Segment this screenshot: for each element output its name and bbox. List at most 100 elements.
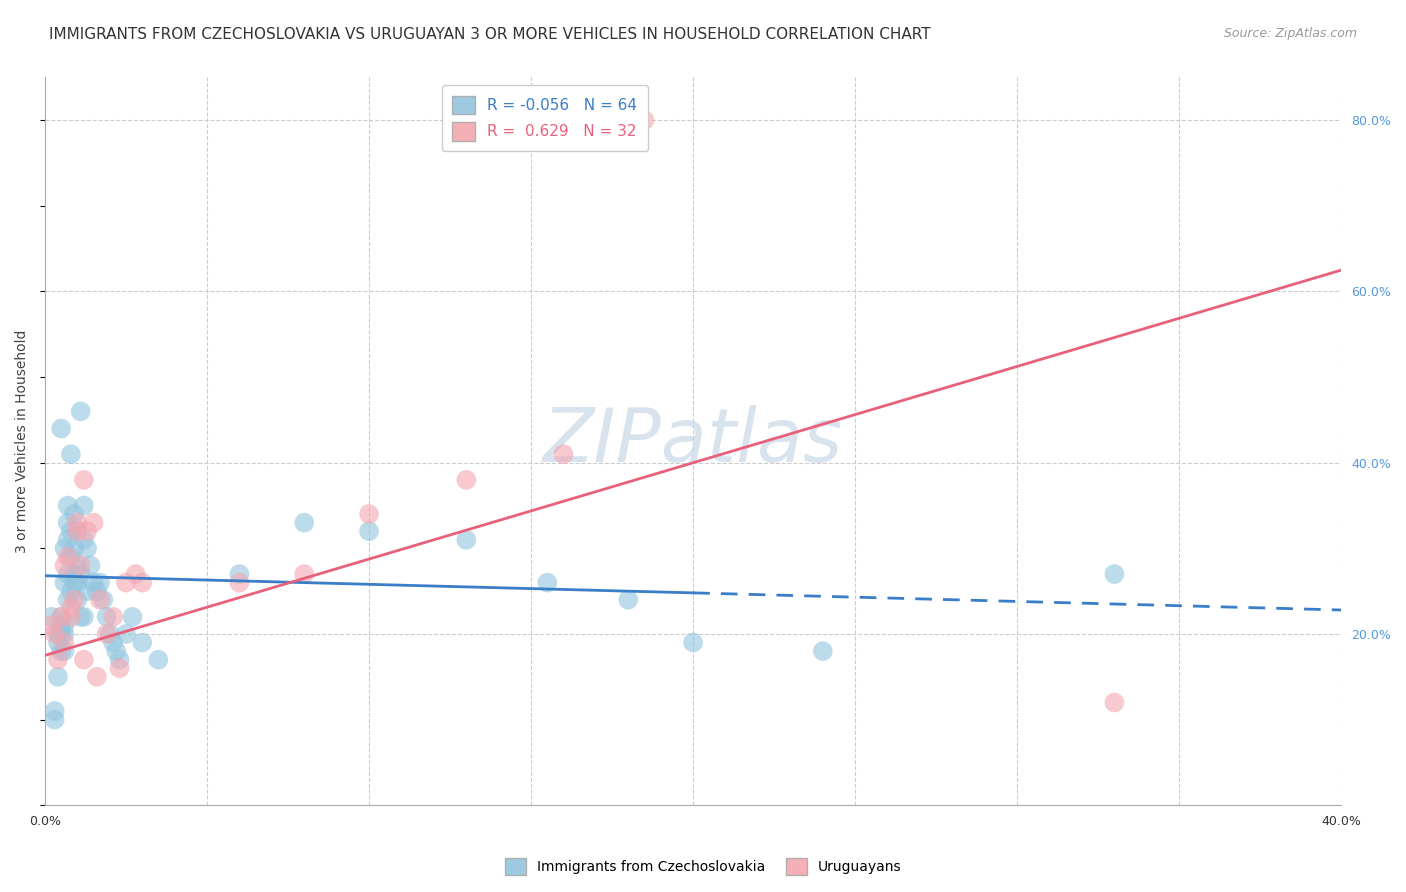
Point — [86, 584, 108, 599]
Point — [46, 635, 69, 649]
Point — [59, 601, 82, 615]
Point — [115, 575, 138, 590]
Point — [53, 558, 76, 573]
Point — [56, 516, 79, 530]
Point — [66, 558, 89, 573]
Point — [83, 575, 105, 590]
Point — [51, 618, 73, 632]
Point — [228, 575, 250, 590]
Point — [79, 558, 101, 573]
Point — [51, 421, 73, 435]
Point — [69, 610, 91, 624]
Point — [63, 575, 86, 590]
Text: IMMIGRANTS FROM CZECHOSLOVAKIA VS URUGUAYAN 3 OR MORE VEHICLES IN HOUSEHOLD CORR: IMMIGRANTS FROM CZECHOSLOVAKIA VS URUGUA… — [49, 27, 931, 42]
Point — [73, 499, 96, 513]
Point — [41, 610, 63, 624]
Point — [73, 473, 96, 487]
Point — [53, 635, 76, 649]
Text: Source: ZipAtlas.com: Source: ZipAtlas.com — [1223, 27, 1357, 40]
Point — [101, 610, 124, 624]
Point — [121, 610, 143, 624]
Point — [59, 447, 82, 461]
Point — [63, 541, 86, 556]
Point — [811, 644, 834, 658]
Point — [456, 473, 478, 487]
Point — [51, 627, 73, 641]
Point — [66, 524, 89, 539]
Point — [59, 584, 82, 599]
Point — [63, 567, 86, 582]
Point — [76, 524, 98, 539]
Point — [63, 507, 86, 521]
Point — [131, 635, 153, 649]
Point — [56, 549, 79, 564]
Point — [51, 610, 73, 624]
Point — [73, 653, 96, 667]
Point — [46, 627, 69, 641]
Point — [76, 541, 98, 556]
Point — [53, 618, 76, 632]
Point — [456, 533, 478, 547]
Point — [101, 635, 124, 649]
Point — [53, 644, 76, 658]
Point — [53, 541, 76, 556]
Point — [228, 567, 250, 582]
Point — [63, 592, 86, 607]
Point — [66, 592, 89, 607]
Point — [89, 592, 111, 607]
Point — [89, 575, 111, 590]
Point — [125, 567, 148, 582]
Point — [73, 533, 96, 547]
Point — [76, 584, 98, 599]
Point — [69, 558, 91, 573]
Point — [83, 516, 105, 530]
Point — [59, 610, 82, 624]
Point — [66, 575, 89, 590]
Point — [56, 499, 79, 513]
Point — [56, 533, 79, 547]
Point — [357, 524, 380, 539]
Point — [108, 661, 131, 675]
Point — [44, 704, 66, 718]
Point — [96, 627, 118, 641]
Point — [96, 610, 118, 624]
Legend: Immigrants from Czechoslovakia, Uruguayans: Immigrants from Czechoslovakia, Uruguaya… — [499, 853, 907, 880]
Point — [56, 567, 79, 582]
Legend: R = -0.056   N = 64, R =  0.629   N = 32: R = -0.056 N = 64, R = 0.629 N = 32 — [441, 85, 648, 152]
Point — [1104, 696, 1126, 710]
Point — [98, 627, 121, 641]
Point — [59, 524, 82, 539]
Point — [682, 635, 704, 649]
Point — [91, 592, 114, 607]
Point — [44, 713, 66, 727]
Point — [41, 618, 63, 632]
Point — [51, 610, 73, 624]
Point — [69, 404, 91, 418]
Point — [66, 524, 89, 539]
Point — [1104, 567, 1126, 582]
Point — [536, 575, 558, 590]
Point — [53, 627, 76, 641]
Point — [633, 113, 655, 128]
Point — [553, 447, 575, 461]
Point — [44, 627, 66, 641]
Point — [51, 644, 73, 658]
Point — [59, 549, 82, 564]
Point — [46, 653, 69, 667]
Point — [292, 516, 315, 530]
Point — [148, 653, 170, 667]
Point — [46, 670, 69, 684]
Point — [108, 653, 131, 667]
Point — [56, 592, 79, 607]
Point — [115, 627, 138, 641]
Point — [357, 507, 380, 521]
Point — [617, 592, 640, 607]
Point — [73, 610, 96, 624]
Point — [131, 575, 153, 590]
Point — [69, 567, 91, 582]
Text: ZIPatlas: ZIPatlas — [543, 405, 844, 477]
Point — [105, 644, 128, 658]
Point — [53, 575, 76, 590]
Point — [66, 516, 89, 530]
Y-axis label: 3 or more Vehicles in Household: 3 or more Vehicles in Household — [15, 330, 30, 553]
